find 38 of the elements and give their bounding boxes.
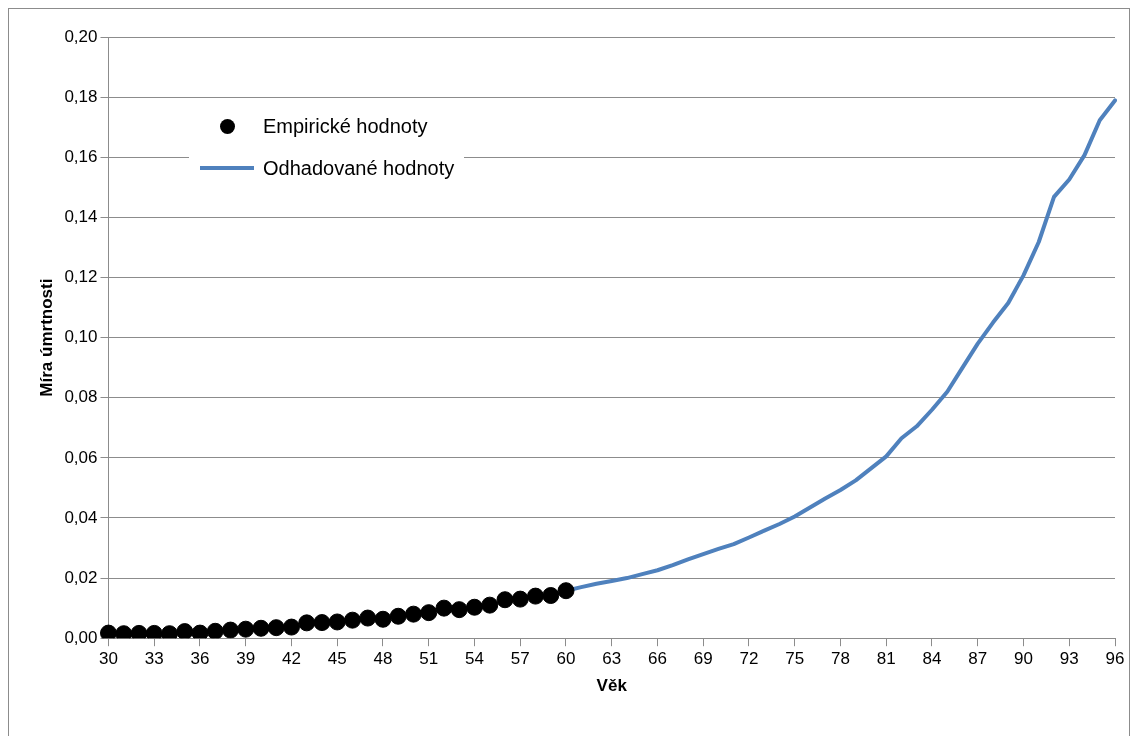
x-tick-label: 42 (282, 649, 301, 669)
y-tick-label: 0,02 (64, 567, 98, 587)
x-tick-label: 87 (968, 649, 988, 669)
y-tick-label: 0,00 (64, 627, 98, 647)
x-tick-label: 66 (648, 649, 667, 669)
y-tick-label: 0,12 (64, 267, 98, 287)
legend-label: Odhadované hodnoty (263, 156, 455, 180)
x-tick-label: 93 (1059, 649, 1079, 669)
y-tick-label: 0,06 (64, 447, 98, 467)
y-tick-label: 0,16 (64, 146, 98, 166)
x-tick-label: 48 (373, 649, 393, 669)
x-tick-label: 45 (327, 649, 347, 669)
x-tick-label: 78 (831, 649, 850, 669)
y-tick-label: 0,10 (64, 327, 98, 347)
x-tick-label: 90 (1014, 649, 1033, 669)
x-tick-label: 96 (1105, 649, 1125, 669)
x-tick-label: 81 (876, 649, 896, 669)
y-axis-title: Míra úmrtnosti (36, 278, 56, 397)
legend-label: Empirické hodnoty (263, 114, 428, 138)
x-axis-title: Věk (596, 676, 628, 696)
x-tick-label: 33 (144, 649, 164, 669)
x-tick-label: 57 (510, 649, 530, 669)
x-tick-label: 84 (922, 649, 942, 669)
x-tick-label: 69 (693, 649, 713, 669)
x-tick-label: 72 (739, 649, 759, 669)
x-tick-label: 60 (556, 649, 576, 669)
y-tick-label: 0,20 (64, 26, 98, 46)
x-tick-label: 54 (465, 649, 484, 669)
x-tick-label: 75 (785, 649, 805, 669)
x-tick-label: 51 (419, 649, 439, 669)
y-tick-label: 0,08 (64, 387, 98, 407)
x-tick-label: 39 (236, 649, 256, 669)
x-tick-label: 36 (190, 649, 210, 669)
y-tick-label: 0,04 (64, 507, 98, 527)
x-tick-label: 30 (99, 649, 118, 669)
y-tick-label: 0,14 (64, 207, 98, 227)
x-tick-label: 63 (602, 649, 622, 669)
y-tick-label: 0,18 (64, 86, 98, 106)
